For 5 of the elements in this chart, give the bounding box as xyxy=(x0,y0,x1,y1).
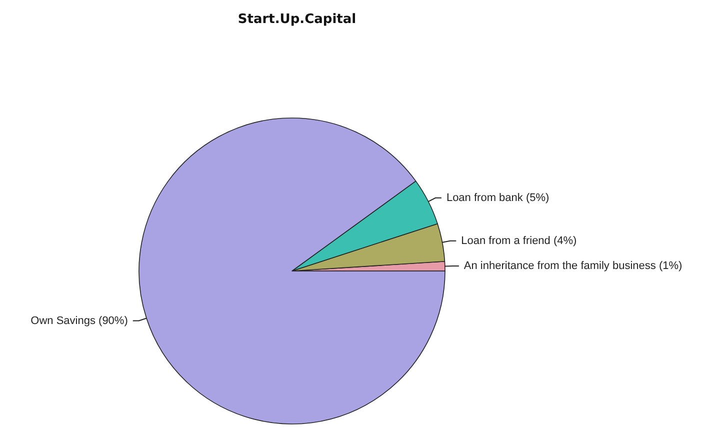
slice-label: Loan from bank (5%) xyxy=(446,192,550,204)
slice-label: Own Savings (90%) xyxy=(30,314,128,327)
slice-label: Loan from a friend (4%) xyxy=(461,234,577,247)
slice-label: An inheritance from the family business (1%) xyxy=(464,260,682,272)
chart-title: Start.Up.Capital xyxy=(238,12,356,27)
